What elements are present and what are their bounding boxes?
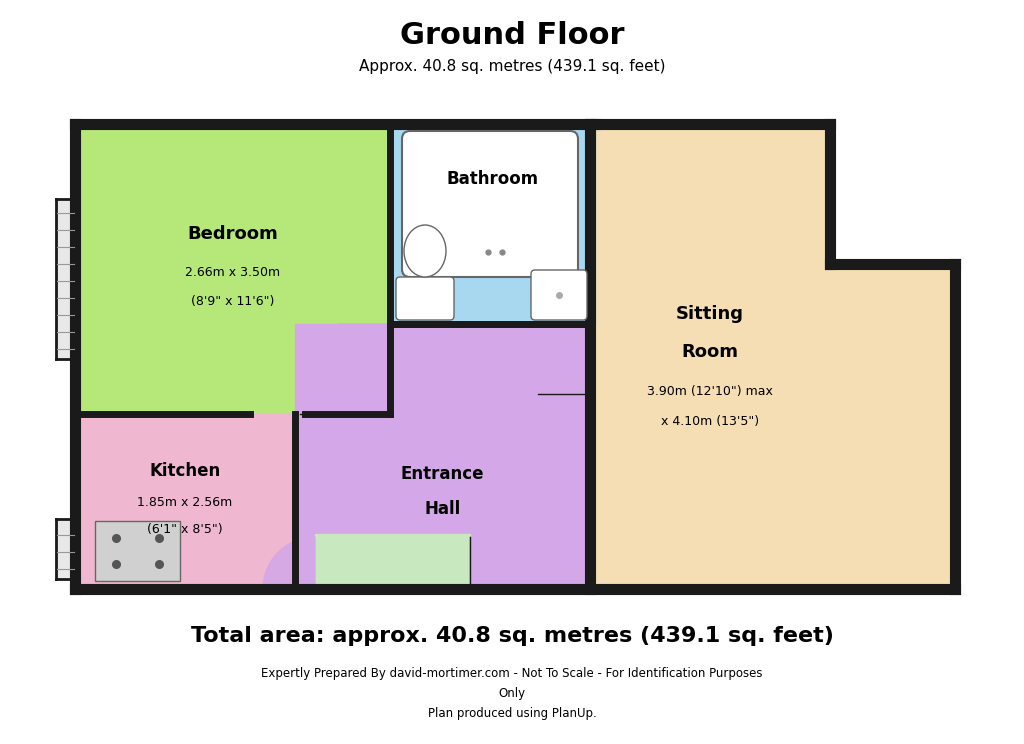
Text: Entrance: Entrance bbox=[400, 465, 484, 483]
Polygon shape bbox=[75, 414, 295, 589]
Text: Approx. 40.8 sq. metres (439.1 sq. feet): Approx. 40.8 sq. metres (439.1 sq. feet) bbox=[358, 59, 666, 74]
FancyBboxPatch shape bbox=[396, 277, 454, 320]
Wedge shape bbox=[263, 537, 315, 589]
Text: Bedroom: Bedroom bbox=[187, 225, 278, 243]
FancyBboxPatch shape bbox=[402, 131, 578, 277]
Polygon shape bbox=[56, 199, 75, 359]
Text: Total area: approx. 40.8 sq. metres (439.1 sq. feet): Total area: approx. 40.8 sq. metres (439… bbox=[190, 626, 834, 646]
Text: Ground Floor: Ground Floor bbox=[399, 22, 625, 51]
Text: Room: Room bbox=[682, 343, 738, 361]
Text: 3.90m (12'10") max: 3.90m (12'10") max bbox=[647, 385, 773, 399]
Text: Bathroom: Bathroom bbox=[446, 170, 539, 188]
Wedge shape bbox=[538, 342, 590, 394]
Bar bbox=[95, 521, 180, 581]
Wedge shape bbox=[338, 324, 390, 376]
Text: Kitchen: Kitchen bbox=[150, 462, 220, 480]
Polygon shape bbox=[590, 124, 955, 589]
Wedge shape bbox=[470, 537, 522, 589]
Text: Hall: Hall bbox=[424, 500, 461, 518]
Text: Expertly Prepared By david-mortimer.com - Not To Scale - For Identification Purp: Expertly Prepared By david-mortimer.com … bbox=[261, 667, 763, 681]
Polygon shape bbox=[56, 519, 75, 579]
Polygon shape bbox=[315, 534, 470, 589]
Text: 1.85m x 2.56m: 1.85m x 2.56m bbox=[137, 496, 232, 508]
Polygon shape bbox=[75, 124, 390, 414]
Polygon shape bbox=[295, 324, 590, 589]
Text: (8'9" x 11'6"): (8'9" x 11'6") bbox=[190, 295, 274, 309]
Wedge shape bbox=[300, 414, 352, 466]
Text: 2.66m x 3.50m: 2.66m x 3.50m bbox=[185, 266, 280, 278]
Text: x 4.10m (13'5"): x 4.10m (13'5") bbox=[660, 415, 759, 429]
Polygon shape bbox=[390, 124, 595, 324]
Text: Sitting: Sitting bbox=[676, 305, 744, 323]
FancyBboxPatch shape bbox=[531, 270, 587, 320]
Text: (6'1" x 8'5"): (6'1" x 8'5") bbox=[147, 524, 223, 536]
Ellipse shape bbox=[404, 225, 446, 277]
Text: Plan produced using PlanUp.: Plan produced using PlanUp. bbox=[428, 708, 596, 720]
Text: Only: Only bbox=[499, 687, 525, 701]
